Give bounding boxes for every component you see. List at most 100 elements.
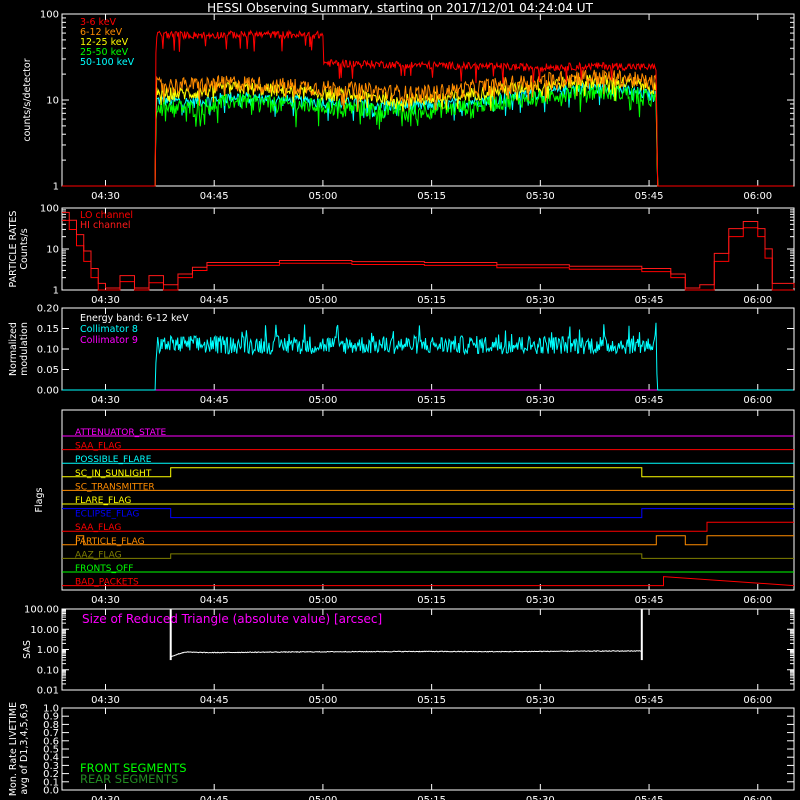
y-tick-label: 10 — [46, 96, 59, 107]
y-axis-label: avg of D1,3,4,5,6,9 — [19, 703, 30, 794]
panels: 04:30 04:45 05:00 05:15 05:30 05:45 06:0011010… — [8, 10, 795, 800]
y-axis-label: Counts/s — [19, 228, 30, 269]
x-tick-label: 05:00 — [308, 695, 337, 706]
flag-label: ATTENUATOR_STATE — [75, 428, 167, 438]
y-axis-label: Flags — [34, 487, 45, 512]
y-axis-label: Normalized — [8, 322, 19, 376]
x-tick-label: 04:45 — [200, 395, 229, 406]
x-tick-label: 05:30 — [526, 695, 555, 706]
x-tick-label: 05:15 — [417, 395, 446, 406]
flag-line-aaz-flag — [62, 553, 794, 559]
flag-label: ECLIPSE_FLAG — [75, 510, 139, 520]
x-tick-label: 05:45 — [635, 395, 664, 406]
sas-annotation: Size of Reduced Triangle (absolute value… — [82, 612, 382, 626]
y-tick-label: 0.9 — [43, 712, 59, 723]
series-line-3-6-kev — [62, 29, 794, 187]
y-tick-label: 0.3 — [43, 761, 59, 772]
series-line-hi-channel — [62, 211, 795, 289]
y-tick-label: 0.2 — [43, 769, 59, 780]
x-tick-label: 05:30 — [526, 595, 555, 606]
flag-label: FLARE_FLAG — [75, 496, 131, 506]
x-tick-label: 06:00 — [743, 795, 772, 800]
panel-modulation: 04:30 04:45 05:00 05:15 05:30 05:45 06:00 0.00 0… — [8, 304, 795, 406]
x-tick-label: 05:45 — [635, 295, 664, 306]
y-tick-label: 0.05 — [37, 365, 59, 376]
x-tick-label: 04:45 — [200, 191, 229, 202]
y-axis-label: counts/s/detector — [22, 58, 33, 141]
x-tick-label: 04:30 — [91, 395, 120, 406]
y-tick-label: 10.00 — [30, 625, 59, 636]
x-tick-label: 06:00 — [743, 395, 772, 406]
x-tick-label: 04:30 — [91, 295, 120, 306]
y-tick-label: 0.01 — [37, 686, 59, 697]
flag-label: SAA_FLAG — [75, 523, 121, 533]
x-tick-label: 05:00 — [308, 595, 337, 606]
x-tick-label: 06:00 — [743, 595, 772, 606]
legend-entry: Collimator 9 — [80, 335, 138, 346]
flag-label: POSSIBLE_FLARE — [75, 455, 152, 465]
y-tick-label: 0.1 — [43, 777, 59, 788]
flag-line-eclipse-flag — [62, 508, 794, 519]
y-tick-label: 1.00 — [37, 645, 59, 656]
y-axis-label: SAS — [22, 640, 33, 659]
panel-flags: 04:30 04:45 05:00 05:15 05:30 05:45 06:00 Flags… — [34, 409, 795, 606]
x-tick-label: 05:30 — [526, 795, 555, 800]
panel-count-rates: 04:30 04:45 05:00 05:15 05:30 05:45 06:00 1 10 10… — [22, 10, 795, 202]
x-tick-label: 05:45 — [635, 595, 664, 606]
x-tick-label: 05:15 — [417, 695, 446, 706]
y-tick-label: 0.20 — [37, 304, 59, 315]
panel-sas: 04:30 04:45 05:00 05:15 05:30 05:45 06:00 0.01 0… — [22, 605, 795, 706]
x-tick-label: 05:15 — [417, 295, 446, 306]
plot-frame — [61, 409, 795, 591]
x-tick-label: 05:30 — [526, 295, 555, 306]
series-line-collimator-8 — [62, 322, 794, 391]
y-tick-label: 100 — [40, 204, 59, 215]
x-tick-label: 05:00 — [308, 191, 337, 202]
y-tick-label: 0.7 — [43, 728, 59, 739]
flag-label: BAD_PACKETS — [75, 578, 139, 588]
x-tick-label: 05:45 — [635, 795, 664, 800]
y-tick-label: 100 — [40, 10, 59, 21]
x-tick-label: 04:45 — [200, 295, 229, 306]
panel-particle-rates: 04:30 04:45 05:00 05:15 05:30 05:45 06:00 1 10 10… — [8, 204, 795, 306]
legend-entry: 12-25 keV — [80, 37, 129, 48]
x-tick-label: 05:00 — [308, 395, 337, 406]
flag-label: FRONTS_OFF — [75, 564, 133, 574]
x-tick-label: 06:00 — [743, 295, 772, 306]
flag-label: SAA_FLAG — [75, 442, 121, 452]
y-axis-label: Mon. Rate LIVETIME — [8, 702, 19, 796]
legend-entry: 25-50 keV — [80, 47, 129, 58]
x-tick-label: 04:30 — [91, 191, 120, 202]
legend-entry: HI channel — [80, 220, 131, 231]
legend-entry: 3-6 keV — [80, 17, 117, 28]
y-tick-label: 1 — [53, 286, 59, 297]
y-axis-label: PARTICLE RATES — [8, 211, 19, 288]
y-tick-label: 10 — [46, 245, 59, 256]
x-tick-label: 04:30 — [91, 595, 120, 606]
y-tick-label: 0.00 — [37, 386, 59, 397]
legend-entry: 50-100 keV — [80, 57, 135, 68]
y-tick-label: 1 — [53, 182, 59, 193]
x-tick-label: 05:15 — [417, 191, 446, 202]
x-tick-label: 05:45 — [635, 695, 664, 706]
x-tick-label: 05:15 — [417, 595, 446, 606]
y-tick-label: 0.10 — [37, 345, 59, 356]
legend-entry: Collimator 8 — [80, 324, 138, 335]
y-tick-label: 100.00 — [24, 605, 59, 616]
y-tick-label: 0.8 — [43, 720, 59, 731]
modulation-annotation: Energy band: 6-12 keV — [80, 313, 189, 324]
flag-line-bad-packets — [62, 576, 795, 587]
figure-title: HESSI Observing Summary, starting on 201… — [207, 1, 593, 15]
flag-label: SC_TRANSMITTER — [75, 482, 155, 492]
x-tick-label: 06:00 — [743, 191, 772, 202]
x-tick-label: 04:45 — [200, 795, 229, 800]
legend-entry: REAR SEGMENTS — [80, 772, 178, 786]
y-tick-label: 0.5 — [43, 745, 59, 756]
x-tick-label: 04:30 — [91, 795, 120, 800]
x-tick-label: 04:45 — [200, 595, 229, 606]
flag-line-particle-flag — [62, 535, 794, 546]
y-tick-label: 1.0 — [43, 704, 59, 715]
x-tick-label: 05:00 — [308, 795, 337, 800]
